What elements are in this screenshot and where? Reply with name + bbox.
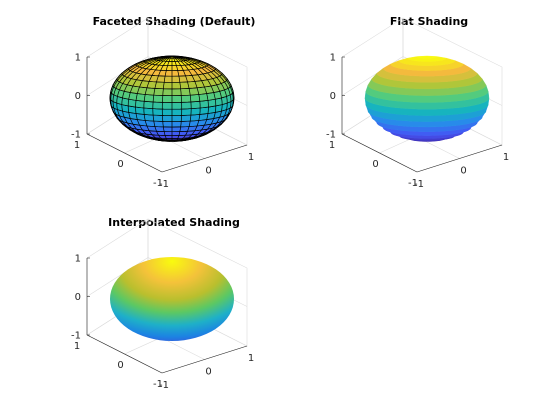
x-tick-label: -1: [159, 380, 169, 391]
x-tick-label: 0: [205, 166, 211, 177]
ellipsoid-surface: [110, 257, 234, 341]
z-tick-label: 1: [75, 254, 81, 265]
y-tick-label: -1: [408, 178, 418, 189]
y-tick-label: 0: [117, 360, 123, 371]
z-tick-label: 0: [75, 91, 81, 102]
y-axis-line: [341, 133, 418, 173]
subplot-title: Faceted Shading (Default): [93, 15, 256, 28]
x-tick-label: 0: [205, 367, 211, 378]
subplot-faceted: Faceted Shading (Default)10-110-1-101: [71, 15, 255, 190]
z-tick-label: 1: [330, 53, 336, 64]
y-axis-line: [86, 334, 163, 374]
z-tick-label: -1: [71, 331, 81, 342]
y-tick-label: 0: [372, 159, 378, 170]
y-tick-label: 1: [74, 341, 80, 352]
ellipsoid-interp-fill: [110, 257, 234, 341]
y-tick-label: 1: [329, 140, 335, 151]
y-axis-line: [86, 133, 163, 173]
surface-outline: [109, 55, 235, 141]
y-tick-label: -1: [153, 178, 163, 189]
z-tick-label: 0: [330, 91, 336, 102]
x-tick-label: -1: [159, 179, 169, 190]
x-tick-label: 1: [248, 152, 254, 163]
z-tick-label: -1: [71, 130, 81, 141]
x-tick-label: 1: [248, 353, 254, 364]
z-tick-label: 0: [75, 292, 81, 303]
subplot-title: Interpolated Shading: [108, 216, 240, 229]
surface-meridian: [135, 55, 173, 142]
subplot-title: Flat Shading: [390, 15, 468, 28]
y-tick-label: -1: [153, 379, 163, 390]
x-tick-label: 0: [460, 166, 466, 177]
surface-meridian: [171, 55, 234, 141]
x-tick-label: -1: [414, 179, 424, 190]
z-tick-label: 1: [75, 53, 81, 64]
x-tick-label: 1: [503, 152, 509, 163]
y-tick-label: 0: [117, 159, 123, 170]
x-axis-line: [161, 144, 248, 173]
surface-meridian: [127, 55, 173, 142]
surface-meridian: [121, 55, 173, 141]
surface-cap: [426, 56, 428, 58]
ellipsoid-surface: [364, 55, 490, 142]
x-axis-line: [161, 345, 248, 374]
surface-meridian: [171, 55, 232, 141]
y-tick-label: 1: [74, 140, 80, 151]
x-axis-line: [416, 144, 503, 173]
ellipsoid-surface: [109, 55, 235, 142]
z-tick-label: -1: [326, 130, 336, 141]
